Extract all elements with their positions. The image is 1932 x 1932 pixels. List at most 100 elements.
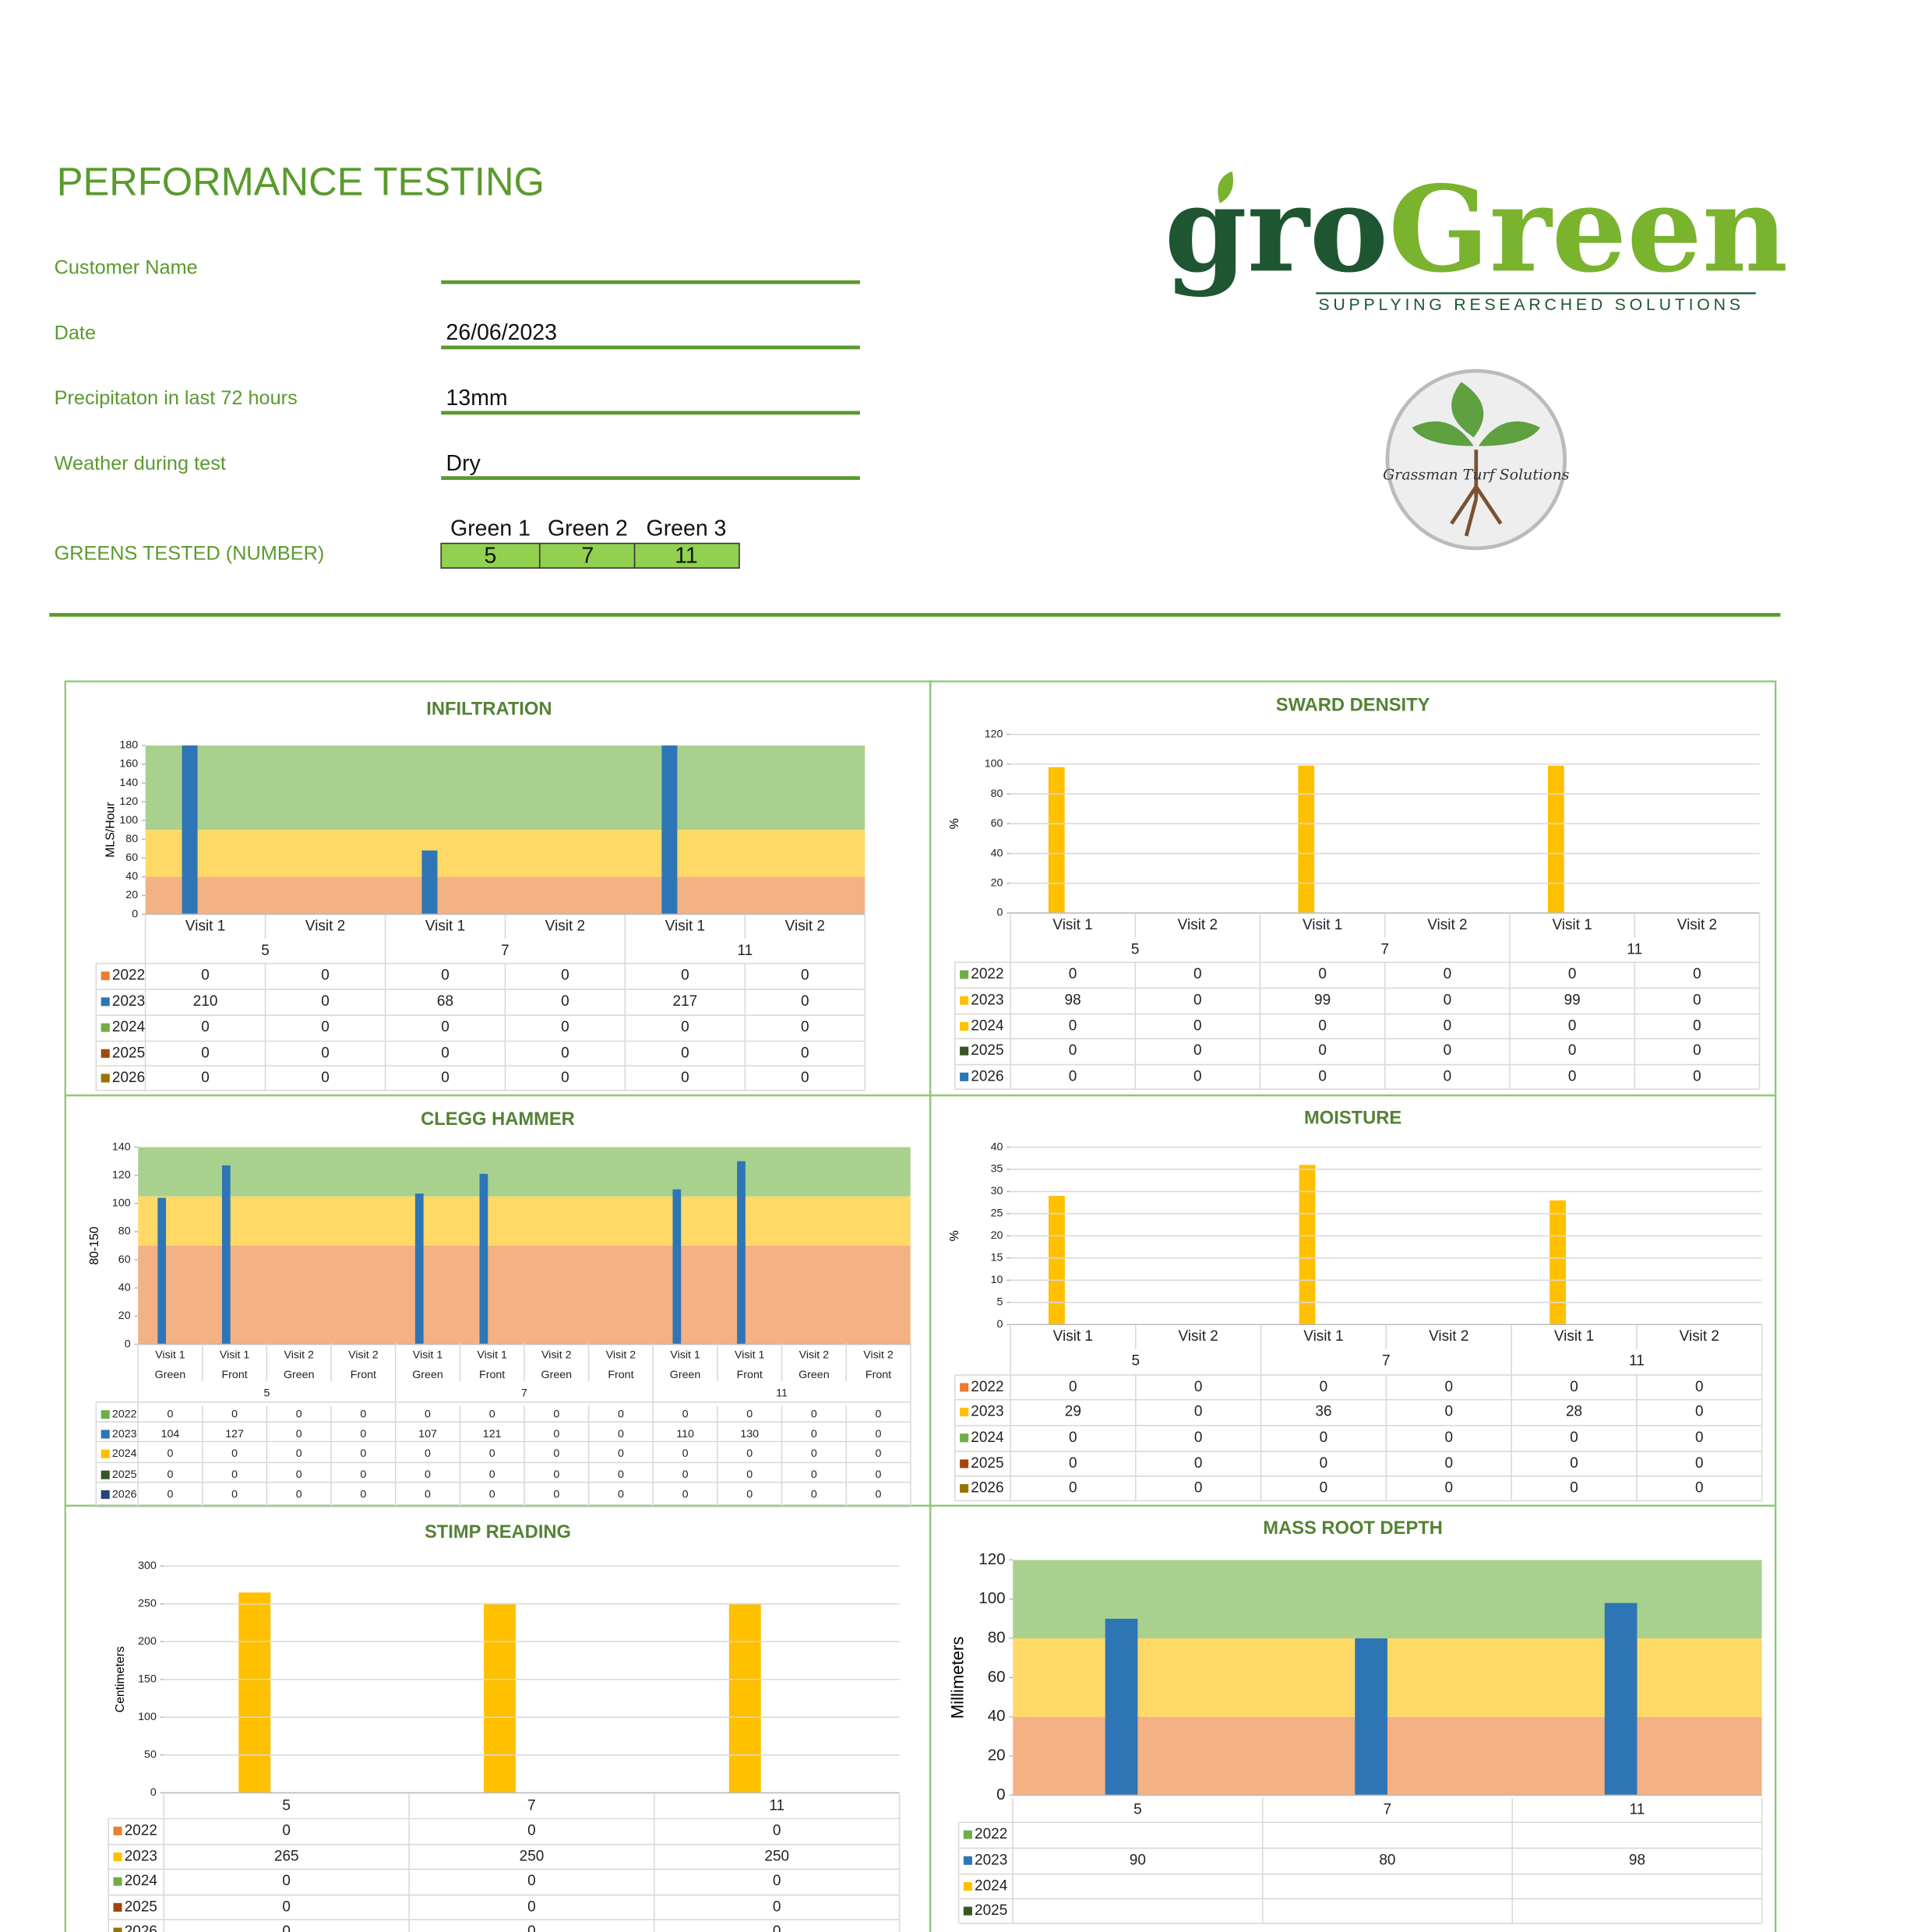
- table-value: 0: [1695, 1404, 1704, 1420]
- chart: CLEGG HAMMER 0 20 40 60 80 100 120 140 80-150 Visi…: [88, 1109, 911, 1508]
- y-axis-label: 80-150: [88, 1226, 101, 1264]
- x-tick-label: Visit 2: [1677, 917, 1717, 933]
- table-value: 0: [201, 1045, 210, 1061]
- legend-label: 2024: [971, 1430, 1003, 1446]
- table-value: 0: [360, 1428, 366, 1440]
- table-value: 210: [193, 993, 218, 1010]
- table-value: 0: [561, 968, 569, 984]
- legend-label: 2024: [112, 1447, 137, 1460]
- table-value: 0: [1695, 1379, 1704, 1395]
- table-value: 0: [876, 1468, 882, 1481]
- y-axis-label: Millimeters: [947, 1637, 967, 1719]
- table-value: 0: [553, 1468, 559, 1481]
- greens-column: Green 3: [647, 516, 727, 541]
- legend-swatch: [963, 1881, 972, 1891]
- legend-label: 2026: [112, 1488, 137, 1500]
- chart-title: INFILTRATION: [426, 699, 552, 719]
- table-value: 0: [1318, 1068, 1327, 1084]
- table-value: 29: [1065, 1404, 1081, 1420]
- y-tick-label: 100: [978, 1589, 1005, 1607]
- group-label: 11: [776, 1387, 788, 1400]
- x-tick-label: Visit 2: [1178, 917, 1218, 933]
- legend-swatch: [100, 1074, 110, 1083]
- table-value: 0: [876, 1408, 882, 1420]
- legend-label: 2026: [112, 1070, 145, 1086]
- table-value: 0: [1069, 1379, 1077, 1395]
- logo-tagline: SUPPLYING RESEARCHED SOLUTIONS: [1318, 295, 1743, 314]
- table-value: 90: [1130, 1852, 1146, 1868]
- table-value: 0: [1695, 1455, 1704, 1472]
- legend-swatch: [963, 1906, 972, 1916]
- legend-swatch: [960, 996, 969, 1005]
- bar: [1355, 1638, 1387, 1796]
- page-title: PERFORMANCE TESTING: [57, 160, 545, 204]
- table-value: 0: [1194, 1455, 1203, 1472]
- greens-value: 7: [582, 543, 594, 568]
- logo: groGreen SUPPLYING RESEARCHED SOLUTIONS …: [1165, 160, 1788, 551]
- table-value: 0: [282, 1899, 291, 1915]
- table-value: 0: [201, 1070, 210, 1086]
- table-value: 0: [425, 1447, 431, 1460]
- table-value: 0: [773, 1899, 781, 1915]
- table-value: 0: [682, 1468, 689, 1481]
- legend-label: 2022: [125, 1822, 157, 1839]
- table-value: 0: [1693, 966, 1701, 982]
- table-value: 0: [527, 1822, 536, 1839]
- logo-leaf: [1218, 171, 1234, 203]
- table-value: 250: [764, 1849, 789, 1865]
- y-axis-label: %: [948, 818, 961, 829]
- table-value: 0: [1693, 1068, 1701, 1084]
- x-tick-label: Visit 2: [606, 1349, 636, 1362]
- table-value: 0: [1320, 1455, 1328, 1472]
- table-value: 0: [553, 1428, 559, 1440]
- y-tick-label: 20: [991, 877, 1003, 890]
- greens-column: Green 2: [548, 516, 628, 541]
- bar: [1298, 765, 1315, 913]
- group-label: 7: [501, 943, 509, 959]
- bar: [661, 745, 678, 915]
- x-subtick-label: Front: [351, 1369, 376, 1381]
- y-tick-label: 250: [138, 1598, 157, 1610]
- badge-text: Grassman Turf Solutions: [1383, 467, 1570, 484]
- group-label: 11: [1629, 1353, 1645, 1370]
- x-subtick-label: Front: [866, 1369, 891, 1381]
- x-tick-label: Visit 1: [670, 1349, 700, 1362]
- y-tick-label: 120: [112, 1169, 131, 1181]
- table-value: 0: [801, 1045, 809, 1061]
- table-value: 0: [296, 1428, 302, 1440]
- field-label: Date: [55, 322, 96, 344]
- bar: [1549, 1200, 1567, 1325]
- x-tick-label: Visit 1: [735, 1349, 765, 1362]
- table-value: 0: [1193, 1018, 1202, 1035]
- table-value: 0: [231, 1447, 238, 1460]
- table-value: 0: [321, 1070, 330, 1086]
- chart: MASS ROOT DEPTH 0 20 40 60 80 100 120 Millimeter…: [947, 1518, 1763, 1924]
- table-value: 0: [231, 1468, 238, 1481]
- plot: [1013, 1560, 1762, 1796]
- greens-table: Green 1 Green 2 Green 3 5 7 11: [440, 516, 740, 569]
- table-value: 0: [682, 1488, 689, 1500]
- y-tick-label: 40: [991, 847, 1003, 859]
- table-value: 0: [489, 1488, 495, 1500]
- table-value: 0: [1069, 1430, 1077, 1446]
- y-axis-label: %: [948, 1230, 961, 1241]
- table-value: 0: [1444, 1068, 1452, 1084]
- field-label: Customer Name: [55, 256, 198, 278]
- table-value: 0: [282, 1923, 291, 1932]
- table-value: 0: [360, 1488, 366, 1500]
- table-value: 0: [296, 1447, 302, 1460]
- y-tick-label: 40: [991, 1141, 1003, 1153]
- fields: Customer Name Date Precipitaton in last …: [55, 256, 325, 564]
- plot: [145, 745, 866, 915]
- x-tick-label: 5: [282, 1798, 291, 1814]
- field-values: 26/06/2023 13mm Dry: [446, 320, 557, 476]
- table-value: 0: [876, 1447, 882, 1460]
- legend-label: 2022: [975, 1826, 1007, 1842]
- x-subtick-label: Green: [541, 1369, 573, 1381]
- table-value: 0: [1693, 992, 1701, 1008]
- table-value: 0: [527, 1923, 536, 1932]
- table-value: 0: [682, 1447, 689, 1460]
- chart-title: SWARD DENSITY: [1276, 696, 1430, 716]
- y-tick-label: 100: [119, 814, 138, 827]
